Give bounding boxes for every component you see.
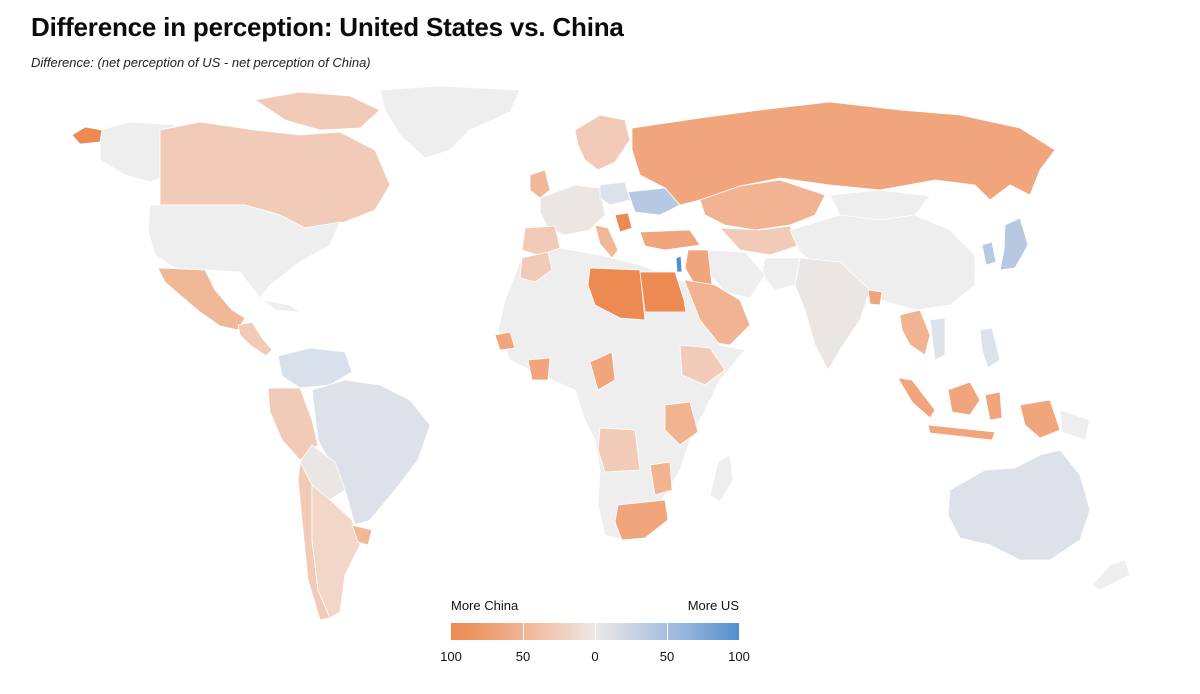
map-region-israel[interactable] <box>675 255 683 273</box>
legend-label-more-china: More China <box>451 598 519 613</box>
map-region-morocco[interactable] <box>519 251 553 283</box>
map-region-japan[interactable] <box>999 217 1029 271</box>
map-region-venezuela[interactable] <box>277 347 353 389</box>
legend-divider <box>667 623 668 640</box>
legend-label-more-us: More US <box>687 598 739 613</box>
legend-tick-us-100: 100 <box>728 649 750 664</box>
page-subtitle: Difference: (net perception of US - net … <box>31 55 371 70</box>
map-region-mozambique[interactable] <box>649 461 673 496</box>
map-region-central-america[interactable] <box>237 321 273 357</box>
legend-tick-china-100: 100 <box>440 649 462 664</box>
map-region-philippines[interactable] <box>979 327 1001 369</box>
map-region-russia[interactable] <box>631 101 1056 206</box>
map-region-kazakhstan[interactable] <box>699 179 826 231</box>
map-region-borneo[interactable] <box>947 381 981 416</box>
legend-divider <box>523 623 524 640</box>
map-region-greenland[interactable] <box>379 85 521 159</box>
map-region-balkans[interactable] <box>614 212 633 233</box>
map-region-mainland-sea[interactable] <box>899 309 931 356</box>
map-region-western-europe[interactable] <box>539 184 606 236</box>
map-region-sumatra[interactable] <box>897 377 936 419</box>
map-region-india[interactable] <box>794 257 871 371</box>
map-region-argentina[interactable] <box>311 484 361 619</box>
map-region-java[interactable] <box>927 424 996 441</box>
map-region-australia[interactable] <box>947 449 1091 561</box>
page-title: Difference in perception: United States … <box>31 12 624 42</box>
map-region-new-zealand[interactable] <box>1091 559 1131 591</box>
map-region-south-africa[interactable] <box>614 499 669 541</box>
map-region-ethiopia[interactable] <box>679 344 726 386</box>
map-region-sulawesi[interactable] <box>984 391 1003 421</box>
map-region-poland[interactable] <box>599 181 631 206</box>
map-region-bangladesh[interactable] <box>867 289 883 306</box>
map-region-tanzania[interactable] <box>664 401 699 446</box>
map-region-mexico[interactable] <box>157 267 246 331</box>
legend-tick-china-50: 50 <box>515 649 531 664</box>
map-region-uk[interactable] <box>529 169 551 199</box>
map-region-angola[interactable] <box>597 427 641 473</box>
map-region-iraq[interactable] <box>684 249 713 286</box>
legend-divider <box>595 623 596 640</box>
map-region-turkey[interactable] <box>639 229 701 251</box>
map-region-arctic-canada[interactable] <box>253 91 381 131</box>
map-region-central-asia[interactable] <box>719 225 801 256</box>
legend-tick-zero: 0 <box>591 649 599 664</box>
legend-color-bar <box>451 623 739 640</box>
map-region-senegal[interactable] <box>494 331 516 351</box>
world-map <box>0 80 1200 640</box>
map-region-iceland[interactable] <box>71 126 103 145</box>
map-region-png[interactable] <box>1059 409 1091 441</box>
map-region-korea[interactable] <box>981 241 997 266</box>
color-legend: More China More US 100 50 0 50 100 <box>440 596 760 676</box>
map-region-egypt[interactable] <box>639 271 687 313</box>
map-region-pakistan[interactable] <box>761 257 801 291</box>
map-region-nigeria[interactable] <box>589 351 616 391</box>
map-region-new-guinea[interactable] <box>1019 399 1061 439</box>
map-region-italy[interactable] <box>594 224 619 259</box>
map-region-libya[interactable] <box>587 267 646 321</box>
map-region-ivory-coast[interactable] <box>527 357 551 381</box>
map-region-uruguay[interactable] <box>351 524 373 546</box>
map-region-cuba[interactable] <box>261 299 302 313</box>
map-region-madagascar[interactable] <box>709 454 734 503</box>
legend-tick-us-50: 50 <box>659 649 675 664</box>
map-region-vietnam[interactable] <box>929 317 946 361</box>
map-region-scandinavia[interactable] <box>574 114 631 171</box>
map-region-ukraine[interactable] <box>627 187 681 216</box>
map-region-usa[interactable] <box>147 204 341 299</box>
